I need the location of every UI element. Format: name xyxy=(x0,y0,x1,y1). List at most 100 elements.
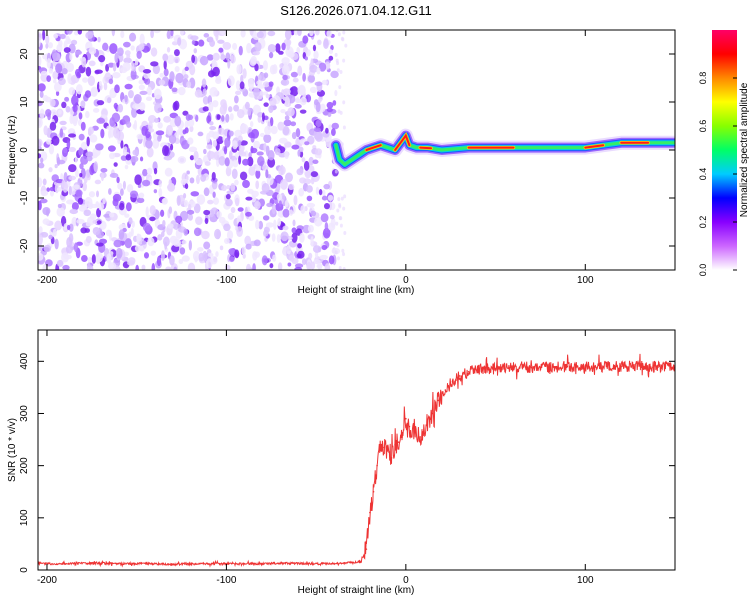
noise-blob xyxy=(261,112,265,122)
noise-blob xyxy=(282,125,290,136)
noise-blob xyxy=(76,218,85,224)
noise-blob xyxy=(80,204,87,209)
noise-blob xyxy=(139,33,145,45)
colorbar-tick-label: 0.8 xyxy=(698,72,708,85)
noise-region xyxy=(38,30,348,270)
noise-blob xyxy=(128,89,134,99)
noise-blob xyxy=(158,79,166,86)
noise-blob xyxy=(93,161,99,173)
snr-point xyxy=(494,367,497,370)
noise-blob xyxy=(338,216,342,221)
noise-blob xyxy=(109,43,118,54)
noise-blob xyxy=(96,242,104,247)
noise-blob xyxy=(139,156,144,162)
noise-blob xyxy=(327,222,336,231)
colorbar-label: Normalized spectral amplitude xyxy=(739,82,750,217)
noise-blob xyxy=(299,109,307,114)
noise-blob xyxy=(212,191,216,198)
noise-blob xyxy=(38,177,43,188)
noise-blob xyxy=(218,47,224,53)
noise-blob xyxy=(284,199,289,208)
noise-blob xyxy=(306,202,316,208)
noise-blob xyxy=(142,179,151,187)
noise-blob xyxy=(202,106,210,112)
noise-blob xyxy=(207,36,214,42)
noise-blob xyxy=(326,101,334,109)
noise-blob xyxy=(82,182,87,192)
noise-blob xyxy=(103,213,111,218)
snr-point xyxy=(408,425,411,428)
noise-blob xyxy=(61,252,70,263)
noise-blob xyxy=(225,193,231,200)
noise-blob xyxy=(312,159,319,165)
snr-point xyxy=(198,562,201,565)
noise-blob xyxy=(291,227,297,234)
noise-blob xyxy=(310,236,314,247)
noise-blob xyxy=(156,255,162,267)
snr-point xyxy=(144,562,147,565)
noise-blob xyxy=(40,70,48,76)
noise-blob xyxy=(306,195,313,202)
noise-blob xyxy=(173,56,180,64)
noise-blob xyxy=(85,66,92,77)
noise-blob xyxy=(247,78,255,89)
noise-blob xyxy=(182,193,187,199)
noise-blob xyxy=(78,112,83,120)
noise-blob xyxy=(127,260,135,266)
noise-blob xyxy=(200,174,207,182)
noise-blob xyxy=(343,194,347,199)
noise-blob xyxy=(297,149,301,157)
noise-blob xyxy=(141,240,147,245)
noise-blob xyxy=(124,213,130,218)
noise-blob xyxy=(336,68,340,73)
spectrogram-y-tick-label: 20 xyxy=(19,48,30,60)
noise-blob xyxy=(267,44,276,53)
noise-blob xyxy=(52,228,57,237)
noise-blob xyxy=(306,185,313,193)
noise-blob xyxy=(268,105,274,114)
noise-blob xyxy=(280,79,287,86)
noise-blob xyxy=(177,156,187,164)
colorbar-tick-label: 0.2 xyxy=(698,216,708,229)
noise-blob xyxy=(150,61,159,67)
snr-point xyxy=(279,562,282,565)
noise-blob xyxy=(68,164,77,173)
noise-blob xyxy=(91,254,97,264)
noise-blob xyxy=(38,153,42,159)
noise-blob xyxy=(124,164,129,170)
noise-blob xyxy=(59,120,67,126)
noise-blob xyxy=(38,100,43,107)
noise-blob xyxy=(171,87,178,93)
noise-blob xyxy=(225,198,233,207)
noise-blob xyxy=(319,254,329,260)
noise-blob xyxy=(75,189,83,197)
noise-blob xyxy=(39,198,48,204)
noise-blob xyxy=(228,248,235,255)
noise-blob xyxy=(177,37,182,46)
noise-blob xyxy=(145,206,149,218)
noise-blob xyxy=(224,157,230,167)
noise-blob xyxy=(105,229,112,237)
noise-blob xyxy=(56,159,66,165)
noise-blob xyxy=(106,97,112,104)
noise-blob xyxy=(69,52,73,61)
noise-blob xyxy=(241,246,246,256)
ridge-peak xyxy=(394,133,411,151)
noise-blob xyxy=(334,169,338,174)
noise-blob xyxy=(299,232,305,243)
noise-blob xyxy=(106,253,112,264)
noise-blob xyxy=(272,254,277,262)
noise-blob xyxy=(118,125,125,131)
noise-blob xyxy=(131,107,138,118)
noise-blob xyxy=(276,233,281,243)
noise-blob xyxy=(233,104,240,112)
noise-blob xyxy=(166,47,171,53)
noise-blob xyxy=(74,157,78,163)
snr-point xyxy=(512,366,515,369)
noise-blob xyxy=(250,145,254,154)
noise-blob xyxy=(56,43,63,53)
noise-blob xyxy=(335,221,339,226)
noise-blob xyxy=(114,84,120,94)
noise-blob xyxy=(315,101,321,113)
